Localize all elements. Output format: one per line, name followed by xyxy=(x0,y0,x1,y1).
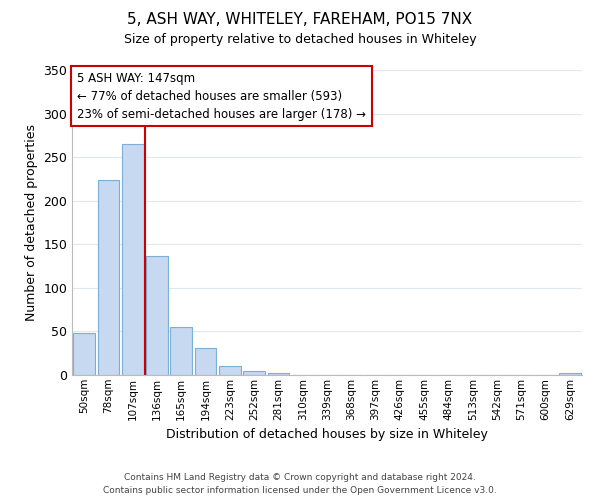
Bar xyxy=(170,327,192,375)
Text: 5, ASH WAY, WHITELEY, FAREHAM, PO15 7NX: 5, ASH WAY, WHITELEY, FAREHAM, PO15 7NX xyxy=(127,12,473,28)
Bar xyxy=(194,348,217,375)
Bar xyxy=(268,374,289,375)
Text: Size of property relative to detached houses in Whiteley: Size of property relative to detached ho… xyxy=(124,32,476,46)
Bar xyxy=(559,374,581,375)
Text: Contains HM Land Registry data © Crown copyright and database right 2024.
Contai: Contains HM Land Registry data © Crown c… xyxy=(103,474,497,495)
Bar xyxy=(146,256,168,375)
Bar xyxy=(97,180,119,375)
Bar xyxy=(243,370,265,375)
Bar xyxy=(122,144,143,375)
Bar xyxy=(73,333,95,375)
Text: 5 ASH WAY: 147sqm
← 77% of detached houses are smaller (593)
23% of semi-detache: 5 ASH WAY: 147sqm ← 77% of detached hous… xyxy=(77,72,366,120)
Y-axis label: Number of detached properties: Number of detached properties xyxy=(25,124,38,321)
Bar xyxy=(219,366,241,375)
X-axis label: Distribution of detached houses by size in Whiteley: Distribution of detached houses by size … xyxy=(166,428,488,441)
